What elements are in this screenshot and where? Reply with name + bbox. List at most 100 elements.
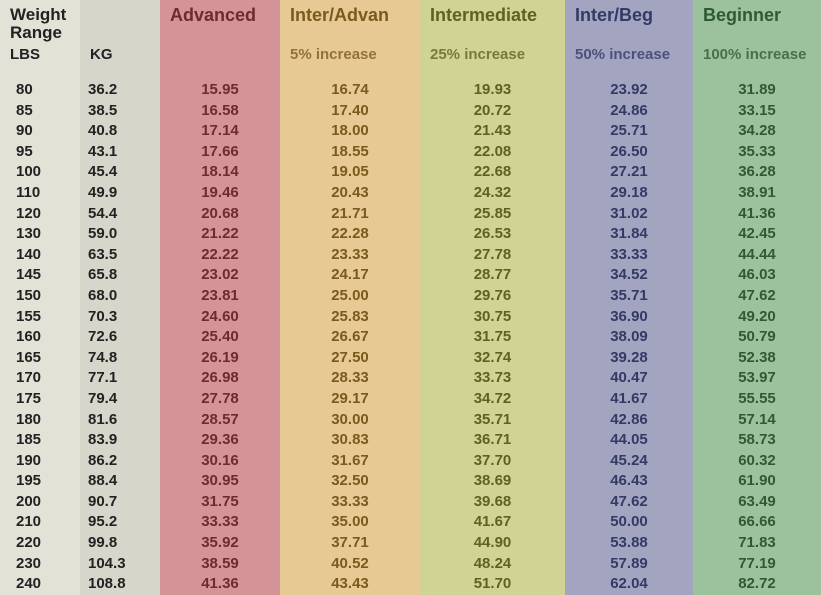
table-cell: 35.71 (565, 286, 693, 307)
table-cell: 32.50 (280, 471, 420, 492)
table-cell: 60.32 (693, 451, 821, 472)
table-cell: 240 (0, 574, 80, 595)
table-cell: 38.91 (693, 183, 821, 204)
table-cell: 18.14 (160, 162, 280, 183)
cells-lbs: 8085909510011012013014014515015516016517… (0, 74, 80, 595)
table-cell: 20.72 (420, 101, 565, 122)
table-cell: 26.53 (420, 224, 565, 245)
table-cell: 82.72 (693, 574, 821, 595)
table-cell: 57.14 (693, 410, 821, 431)
table-cell: 38.69 (420, 471, 565, 492)
table-cell: 55.55 (693, 389, 821, 410)
table-cell: 46.43 (565, 471, 693, 492)
table-cell: 30.16 (160, 451, 280, 472)
table-cell: 39.68 (420, 492, 565, 513)
table-cell: 25.00 (280, 286, 420, 307)
table-cell: 34.28 (693, 121, 821, 142)
table-cell: 36.90 (565, 307, 693, 328)
table-cell: 17.40 (280, 101, 420, 122)
table-cell: 27.21 (565, 162, 693, 183)
table-cell: 29.17 (280, 389, 420, 410)
table-cell: 41.67 (565, 389, 693, 410)
table-cell: 54.4 (80, 204, 160, 225)
col-inter-beg: Inter/Beg 50% increase 23.9224.8625.7126… (565, 0, 693, 595)
table-cell: 33.15 (693, 101, 821, 122)
table-cell: 47.62 (565, 492, 693, 513)
table-cell: 85 (0, 101, 80, 122)
table-cell: 40.47 (565, 368, 693, 389)
table-cell: 22.08 (420, 142, 565, 163)
table-cell: 41.67 (420, 512, 565, 533)
table-cell: 81.6 (80, 410, 160, 431)
table-cell: 24.32 (420, 183, 565, 204)
table-cell: 27.78 (420, 245, 565, 266)
table-cell: 50.00 (565, 512, 693, 533)
table-cell: 210 (0, 512, 80, 533)
table-cell: 30.83 (280, 430, 420, 451)
subheader-inter-beg: 50% increase (565, 40, 693, 74)
table-cell: 180 (0, 410, 80, 431)
col-lbs: Weight Range LBS 80859095100110120130140… (0, 0, 80, 595)
table-cell: 23.02 (160, 265, 280, 286)
table-cell: 150 (0, 286, 80, 307)
table-cell: 165 (0, 348, 80, 369)
table-cell: 26.50 (565, 142, 693, 163)
table-cell: 38.5 (80, 101, 160, 122)
header-beginner: Beginner (693, 0, 821, 40)
table-cell: 50.79 (693, 327, 821, 348)
table-cell: 79.4 (80, 389, 160, 410)
table-cell: 30.00 (280, 410, 420, 431)
table-cell: 26.98 (160, 368, 280, 389)
subheader-lbs: LBS (0, 40, 80, 74)
table-cell: 31.02 (565, 204, 693, 225)
table-cell: 35.33 (693, 142, 821, 163)
subheader-advanced (160, 40, 280, 74)
header-kg-blank (80, 0, 160, 40)
table-cell: 45.24 (565, 451, 693, 472)
table-cell: 90 (0, 121, 80, 142)
table-cell: 24.86 (565, 101, 693, 122)
table-cell: 43.43 (280, 574, 420, 595)
table-cell: 43.1 (80, 142, 160, 163)
table-cell: 48.24 (420, 554, 565, 575)
table-cell: 80 (0, 80, 80, 101)
table-cell: 15.95 (160, 80, 280, 101)
table-cell: 17.14 (160, 121, 280, 142)
table-cell: 42.45 (693, 224, 821, 245)
table-cell: 44.05 (565, 430, 693, 451)
col-kg: KG 36.238.540.843.145.449.954.459.063.56… (80, 0, 160, 595)
table-cell: 71.83 (693, 533, 821, 554)
col-intermediate: Intermediate 25% increase 19.9320.7221.4… (420, 0, 565, 595)
table-cell: 49.20 (693, 307, 821, 328)
table-cell: 230 (0, 554, 80, 575)
table-cell: 63.49 (693, 492, 821, 513)
table-cell: 21.43 (420, 121, 565, 142)
table-cell: 49.9 (80, 183, 160, 204)
table-cell: 41.36 (693, 204, 821, 225)
table-cell: 38.09 (565, 327, 693, 348)
table-cell: 185 (0, 430, 80, 451)
table-cell: 45.4 (80, 162, 160, 183)
table-cell: 30.75 (420, 307, 565, 328)
table-cell: 21.22 (160, 224, 280, 245)
table-cell: 44.44 (693, 245, 821, 266)
table-cell: 53.97 (693, 368, 821, 389)
table-cell: 36.2 (80, 80, 160, 101)
table-cell: 66.66 (693, 512, 821, 533)
table-cell: 37.71 (280, 533, 420, 554)
table-cell: 16.58 (160, 101, 280, 122)
table-cell: 51.70 (420, 574, 565, 595)
table-cell: 175 (0, 389, 80, 410)
table-cell: 27.50 (280, 348, 420, 369)
table-cell: 160 (0, 327, 80, 348)
table-cell: 18.55 (280, 142, 420, 163)
table-cell: 62.04 (565, 574, 693, 595)
table-cell: 37.70 (420, 451, 565, 472)
table-cell: 77.1 (80, 368, 160, 389)
table-cell: 32.74 (420, 348, 565, 369)
table-cell: 25.40 (160, 327, 280, 348)
table-cell: 33.73 (420, 368, 565, 389)
table-cell: 35.00 (280, 512, 420, 533)
table-cell: 22.68 (420, 162, 565, 183)
table-cell: 42.86 (565, 410, 693, 431)
